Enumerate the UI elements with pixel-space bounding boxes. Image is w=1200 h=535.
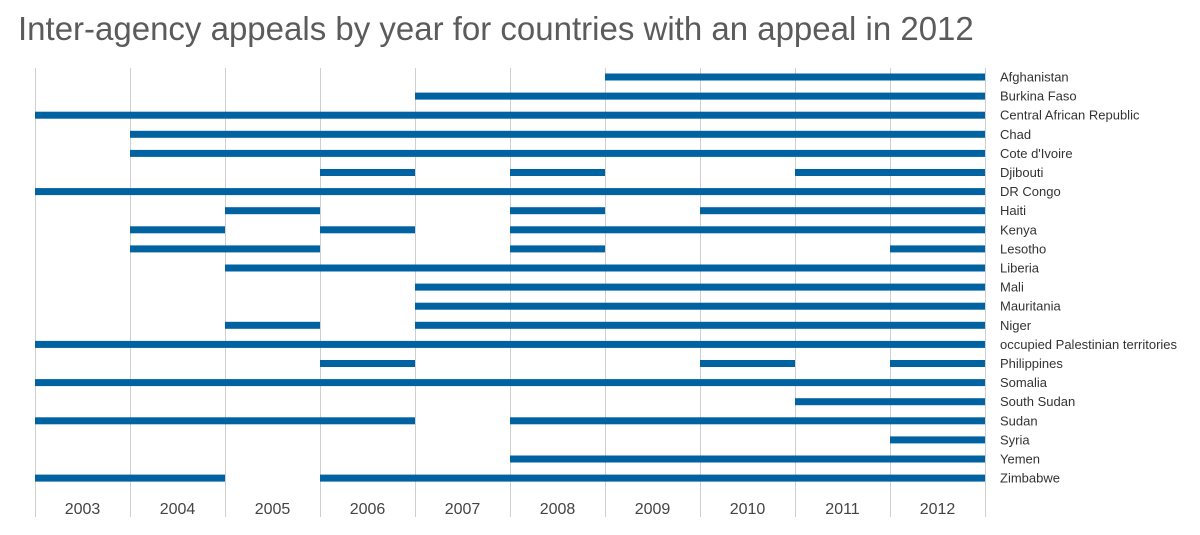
country-label-liberia: Liberia <box>1000 261 1040 276</box>
appeal-bar-somalia-2003-2012 <box>35 379 985 387</box>
appeal-bar-philippines-2006-2006 <box>320 360 415 367</box>
appeal-bar-philippines-2012-2012 <box>890 360 985 367</box>
country-label-djibouti: Djibouti <box>1000 165 1043 180</box>
year-label-2004: 2004 <box>160 501 196 518</box>
appeal-bar-zimbabwe-2006-2012 <box>320 474 985 482</box>
year-label-2009: 2009 <box>635 501 671 518</box>
year-label-2008: 2008 <box>540 501 576 518</box>
appeal-bar-haiti-2010-2012 <box>700 207 985 215</box>
country-label-afghanistan: Afghanistan <box>1000 70 1069 85</box>
appeal-bar-cote-d-ivoire-2004-2012 <box>130 149 985 157</box>
appeal-bar-kenya-2008-2012 <box>510 226 985 234</box>
appeal-bar-niger-2005-2005 <box>225 321 320 329</box>
appeal-bar-niger-2007-2012 <box>415 321 985 329</box>
appeal-bar-sudan-2008-2012 <box>510 417 985 425</box>
country-label-zimbabwe: Zimbabwe <box>1000 471 1060 486</box>
year-label-2012: 2012 <box>920 501 956 518</box>
appeal-bars <box>35 73 985 482</box>
appeal-bar-mali-2007-2012 <box>415 283 985 291</box>
appeal-bar-afghanistan-2009-2012 <box>605 73 985 81</box>
year-label-2011: 2011 <box>825 501 860 518</box>
appeal-bar-djibouti-2011-2012 <box>795 169 985 176</box>
country-label-sudan: Sudan <box>1000 413 1038 428</box>
chart-title: Inter-agency appeals by year for countri… <box>18 10 974 47</box>
appeal-bar-kenya-2004-2004 <box>130 226 225 234</box>
country-label-mali: Mali <box>1000 280 1024 295</box>
country-label-dr-congo: DR Congo <box>1000 184 1061 199</box>
appeal-bar-haiti-2008-2008 <box>510 207 605 215</box>
appeal-bar-djibouti-2008-2008 <box>510 169 605 176</box>
appeal-bar-mauritania-2007-2012 <box>415 302 985 310</box>
country-label-haiti: Haiti <box>1000 203 1026 218</box>
appeal-bar-syria-2012-2012 <box>890 436 985 444</box>
appeal-bar-occupied-palestinian-territories-2003-2012 <box>35 340 985 348</box>
appeal-bar-lesotho-2008-2008 <box>510 245 605 253</box>
country-label-kenya: Kenya <box>1000 222 1038 237</box>
country-label-central-african-republic: Central African Republic <box>1000 108 1140 123</box>
appeal-bar-lesotho-2012-2012 <box>890 245 985 253</box>
appeal-bar-chad-2004-2012 <box>130 130 985 138</box>
country-labels: Afghanistan Burkina Faso Central African R… <box>1000 70 1178 486</box>
appeal-bar-south-sudan-2011-2012 <box>795 398 985 406</box>
appeal-bar-philippines-2010-2010 <box>700 360 795 367</box>
country-label-cote-d-ivoire: Cote d'Ivoire <box>1000 146 1073 161</box>
country-label-occupied-palestinian-territories: occupied Palestinian territories <box>1000 337 1178 352</box>
appeal-bar-djibouti-2006-2006 <box>320 169 415 176</box>
country-label-syria: Syria <box>1000 432 1030 447</box>
year-label-2005: 2005 <box>255 501 291 518</box>
year-label-2006: 2006 <box>350 501 386 518</box>
appeal-bar-yemen-2008-2012 <box>510 455 985 463</box>
country-label-south-sudan: South Sudan <box>1000 394 1075 409</box>
country-label-lesotho: Lesotho <box>1000 241 1046 256</box>
appeal-bar-zimbabwe-2003-2004 <box>35 474 225 482</box>
appeal-bar-dr-congo-2003-2012 <box>35 188 985 196</box>
country-label-niger: Niger <box>1000 318 1032 333</box>
year-axis-labels: 2003 2004 2005 2006 2007 2008 2009 2010 2011 2012 <box>65 501 956 518</box>
country-label-somalia: Somalia <box>1000 375 1048 390</box>
appeal-bar-liberia-2005-2012 <box>225 264 985 272</box>
appeal-bar-lesotho-2004-2005 <box>130 245 320 253</box>
appeal-bar-kenya-2006-2006 <box>320 226 415 234</box>
appeal-bar-burkina-faso-2007-2012 <box>415 92 985 100</box>
country-label-mauritania: Mauritania <box>1000 299 1061 314</box>
appeal-bar-sudan-2003-2006 <box>35 417 415 425</box>
country-label-burkina-faso: Burkina Faso <box>1000 89 1077 104</box>
year-label-2007: 2007 <box>445 501 481 518</box>
country-label-yemen: Yemen <box>1000 452 1040 467</box>
country-label-chad: Chad <box>1000 127 1031 142</box>
year-label-2003: 2003 <box>65 501 101 518</box>
appeal-bar-central-african-republic-2003-2012 <box>35 111 985 119</box>
year-label-2010: 2010 <box>730 501 766 518</box>
appeal-bar-haiti-2005-2005 <box>225 207 320 215</box>
country-label-philippines: Philippines <box>1000 356 1063 371</box>
